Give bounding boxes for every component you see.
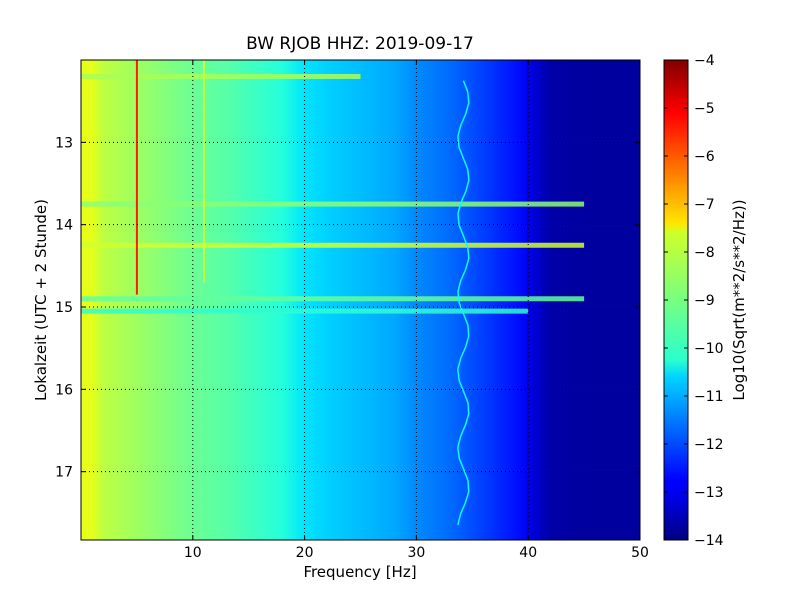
colorbar-tick-label-10: −14 [694, 533, 724, 549]
grid-lines [81, 60, 640, 540]
y-tick-label-3: 16 [55, 382, 73, 398]
broadband-band-7 [81, 308, 529, 314]
colorbar-tick-label-4: −8 [694, 245, 715, 261]
colorbar-label: Log10(Sqrt(m**2/s**2/Hz)) [730, 199, 748, 400]
x-tick-label-2: 30 [407, 545, 425, 561]
x-tick-label-1: 20 [296, 545, 314, 561]
y-tick-label-2: 15 [55, 300, 73, 316]
colorbar-tick-label-3: −7 [694, 197, 715, 213]
broadband-band-4 [81, 201, 585, 207]
colorbar-tick-label-0: −4 [694, 53, 715, 69]
colorbar-tick-label-2: −6 [694, 149, 715, 165]
x-tick-label-0: 10 [184, 545, 202, 561]
colorbar-tick-label-9: −13 [694, 485, 724, 501]
colorbar-tick-label-7: −11 [694, 389, 724, 405]
colorbar-tick-label-1: −5 [694, 101, 715, 117]
y-tick-label-0: 13 [55, 135, 73, 151]
broadband-band-5 [81, 242, 585, 248]
x-tick-label-3: 40 [519, 545, 537, 561]
colorbar-tick-label-6: −10 [694, 341, 724, 357]
broadband-band-3 [81, 73, 361, 79]
y-axis-label: Lokalzeit (UTC + 2 Stunde) [32, 199, 50, 401]
chart-title: BW RJOB HHZ: 2019-09-17 [246, 34, 474, 54]
narrowband-features [135, 60, 470, 526]
colorbar-ticks: −4 −5 −6 −7 −8 −9 −10 −11 −12 −13 −14 [664, 53, 724, 549]
y-tick-label-4: 17 [55, 465, 73, 481]
y-axis-ticks: 13 14 15 16 17 [55, 135, 640, 481]
colorbar-tick-label-5: −9 [694, 293, 715, 309]
broadband-band-6 [81, 296, 585, 302]
colorbar-tick-label-8: −12 [694, 437, 724, 453]
x-axis-ticks: 10 20 30 40 50 [184, 60, 649, 561]
x-tick-label-4: 50 [631, 545, 649, 561]
spectrogram-plot-area [81, 60, 640, 540]
plot-frame [80, 59, 641, 541]
broadband-events [81, 73, 585, 314]
x-axis-label: Frequency [Hz] [303, 563, 416, 581]
wandering-line-2 [457, 80, 470, 526]
y-tick-label-1: 14 [55, 218, 73, 234]
